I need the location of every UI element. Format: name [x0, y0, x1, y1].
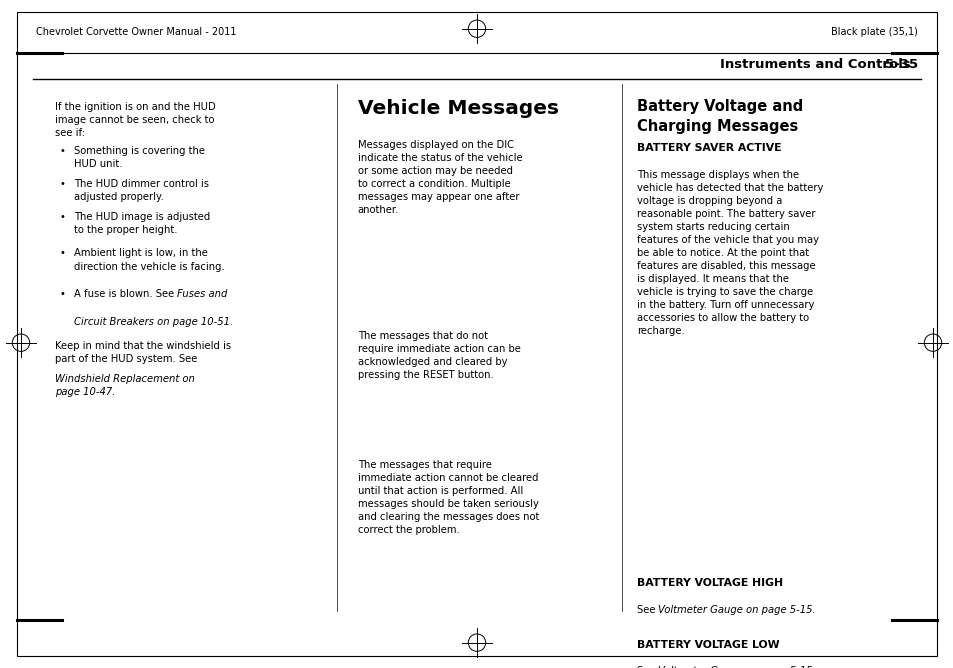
Text: Windshield Replacement on
page 10-47.: Windshield Replacement on page 10-47. — [55, 374, 195, 397]
Text: Charging Messages: Charging Messages — [637, 119, 798, 134]
Text: The messages that do not
require immediate action can be
acknowledged and cleare: The messages that do not require immedia… — [357, 331, 520, 380]
Text: •: • — [59, 212, 65, 222]
Text: •: • — [59, 146, 65, 156]
Text: This message displays when the
vehicle has detected that the battery
voltage is : This message displays when the vehicle h… — [637, 170, 822, 336]
Text: Vehicle Messages: Vehicle Messages — [357, 99, 558, 118]
Text: Chevrolet Corvette Owner Manual - 2011: Chevrolet Corvette Owner Manual - 2011 — [36, 27, 236, 37]
Text: •: • — [59, 179, 65, 189]
Text: Keep in mind that the windshield is
part of the HUD system. See: Keep in mind that the windshield is part… — [55, 341, 232, 363]
Text: See: See — [637, 605, 659, 615]
Text: Ambient light is low, in the
direction the vehicle is facing.: Ambient light is low, in the direction t… — [74, 248, 225, 271]
Text: Battery Voltage and: Battery Voltage and — [637, 99, 802, 114]
Text: BATTERY VOLTAGE HIGH: BATTERY VOLTAGE HIGH — [637, 578, 782, 588]
Text: Voltmeter Gauge on page 5-15.: Voltmeter Gauge on page 5-15. — [658, 605, 815, 615]
Text: Black plate (35,1): Black plate (35,1) — [830, 27, 917, 37]
Text: BATTERY VOLTAGE LOW: BATTERY VOLTAGE LOW — [637, 640, 780, 649]
Text: The messages that require
immediate action cannot be cleared
until that action i: The messages that require immediate acti… — [357, 460, 538, 536]
Text: See: See — [637, 667, 659, 668]
Text: The HUD image is adjusted
to the proper height.: The HUD image is adjusted to the proper … — [74, 212, 211, 235]
Text: •: • — [59, 248, 65, 259]
Text: The HUD dimmer control is
adjusted properly.: The HUD dimmer control is adjusted prope… — [74, 179, 210, 202]
Text: Fuses and: Fuses and — [177, 289, 228, 299]
Text: Instruments and Controls: Instruments and Controls — [720, 58, 910, 71]
Text: Messages displayed on the DIC
indicate the status of the vehicle
or some action : Messages displayed on the DIC indicate t… — [357, 140, 522, 216]
Text: Circuit Breakers on page 10-51.: Circuit Breakers on page 10-51. — [74, 317, 233, 327]
Text: Something is covering the
HUD unit.: Something is covering the HUD unit. — [74, 146, 205, 168]
Text: If the ignition is on and the HUD
image cannot be seen, check to
see if:: If the ignition is on and the HUD image … — [55, 102, 216, 138]
Text: BATTERY SAVER ACTIVE: BATTERY SAVER ACTIVE — [637, 143, 781, 153]
Text: 5-35: 5-35 — [883, 58, 917, 71]
Text: A fuse is blown. See: A fuse is blown. See — [74, 289, 177, 299]
Text: •: • — [59, 289, 65, 299]
Text: Voltmeter Gauge on page 5-15.: Voltmeter Gauge on page 5-15. — [658, 667, 815, 668]
